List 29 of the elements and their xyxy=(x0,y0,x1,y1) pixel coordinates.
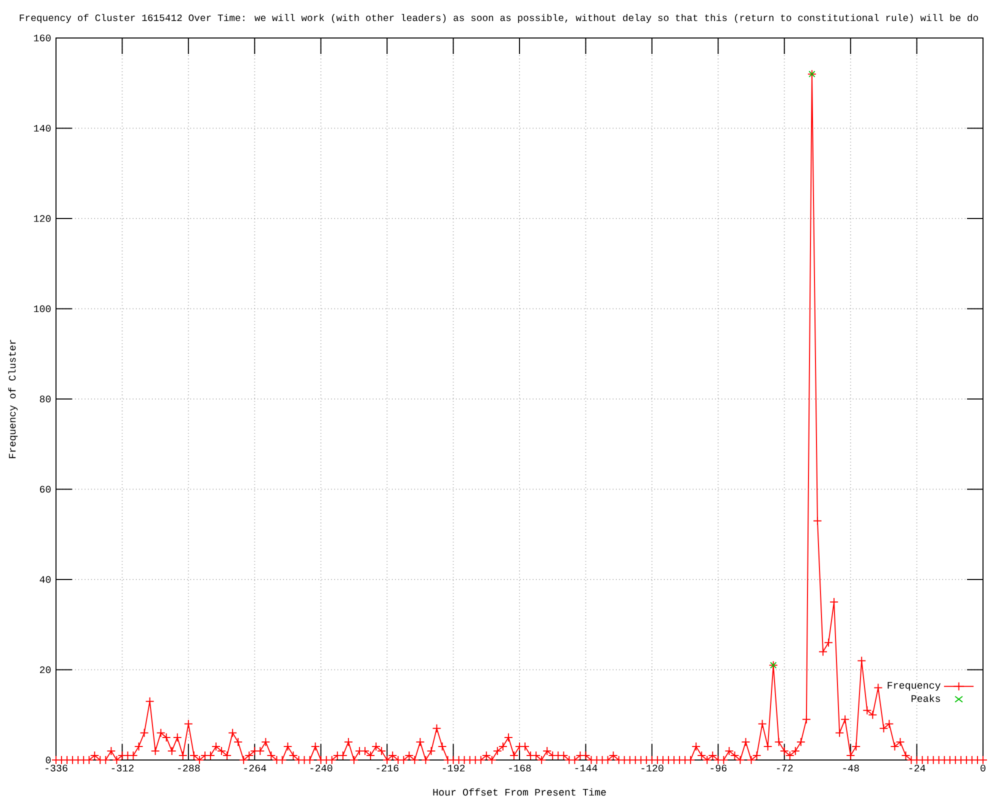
y-tick-label: 20 xyxy=(40,666,51,674)
y-tick-label: 140 xyxy=(34,124,51,132)
y-tick-label: 120 xyxy=(34,215,51,222)
x-tick-label: 0 xyxy=(980,764,986,772)
x-tick-label: -336 xyxy=(46,764,68,772)
x-tick-label: -72 xyxy=(776,764,793,772)
x-tick-label: -312 xyxy=(112,764,134,772)
y-tick-label: 60 xyxy=(40,486,51,493)
x-tick-label: -48 xyxy=(843,764,859,772)
x-tick-label: -144 xyxy=(575,764,598,772)
y-tick-label: 40 xyxy=(40,576,51,583)
y-tick-label: 160 xyxy=(34,34,51,42)
y-axis-title: Frequency of Cluster xyxy=(8,340,18,458)
y-tick-label: 100 xyxy=(34,305,51,312)
x-tick-label: -264 xyxy=(244,764,266,772)
legend-label: Frequency xyxy=(888,682,941,691)
x-tick-label: -288 xyxy=(178,764,200,772)
x-tick-label: -216 xyxy=(376,764,398,772)
x-tick-label: -192 xyxy=(442,764,465,772)
x-tick-label: -120 xyxy=(642,764,664,772)
x-tick-label: -24 xyxy=(909,764,926,772)
x-tick-label: -168 xyxy=(509,764,531,772)
y-tick-label: 80 xyxy=(40,396,51,402)
x-tick-label: -240 xyxy=(310,764,332,772)
legend-label: Peaks xyxy=(912,694,940,702)
x-axis-title: Hour Offset From Present Time xyxy=(433,788,606,796)
chart-title: Frequency of Cluster 1615412 Over Time: we will work (with other leaders) as soon as possible, without delay so that this (return to constitutional rule) will be do xyxy=(20,14,978,23)
x-tick-label: -96 xyxy=(710,764,726,772)
y-tick-label: 0 xyxy=(46,756,51,764)
